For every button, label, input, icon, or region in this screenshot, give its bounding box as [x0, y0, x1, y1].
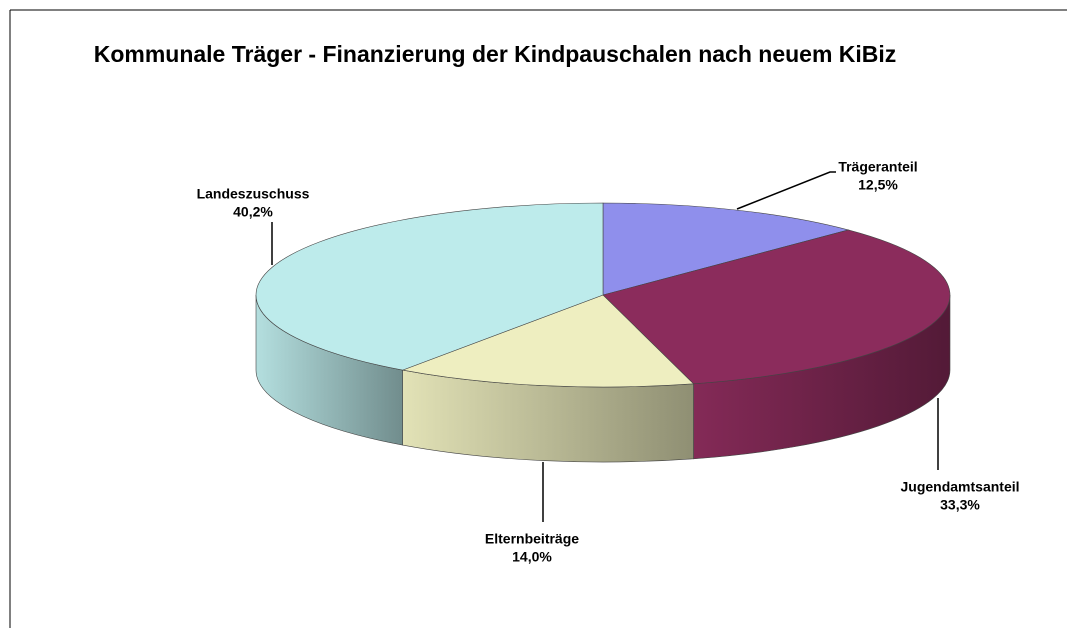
pie-slice [401, 294, 695, 388]
pie-slice [602, 229, 951, 385]
slice-label: Trägeranteil [838, 159, 917, 175]
leader-line [736, 171, 836, 210]
slice-value-label: 14,0% [512, 549, 552, 565]
slice-label: Jugendamtsanteil [900, 479, 1019, 495]
pie-slice [255, 202, 604, 371]
slice-value-label: 12,5% [858, 177, 898, 193]
slice-label: Elternbeiträge [485, 531, 579, 547]
pie-slice [602, 202, 850, 296]
chart-title: Kommunale Träger - Finanzierung der Kind… [93, 41, 897, 67]
slice-value-label: 33,3% [940, 497, 980, 513]
slice-value-label: 40,2% [233, 204, 273, 220]
slice-label: Landeszuschuss [197, 186, 310, 202]
